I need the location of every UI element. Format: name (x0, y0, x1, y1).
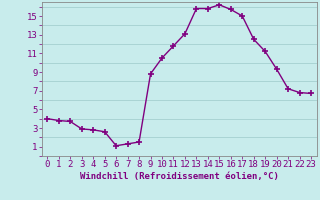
X-axis label: Windchill (Refroidissement éolien,°C): Windchill (Refroidissement éolien,°C) (80, 172, 279, 181)
